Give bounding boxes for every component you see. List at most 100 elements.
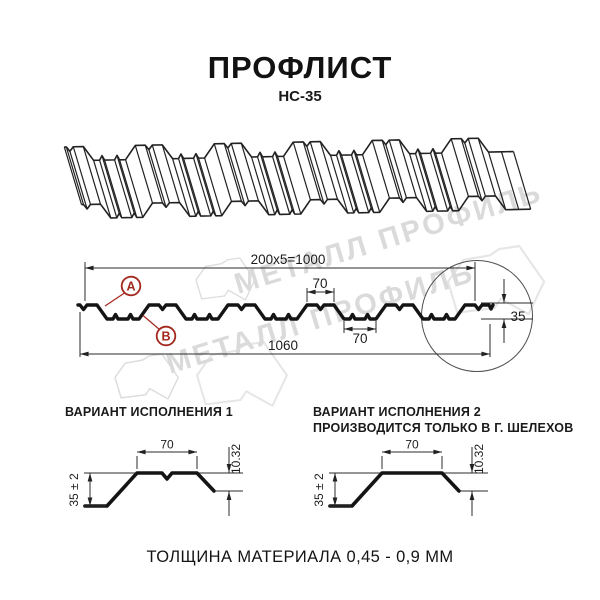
sheet-bend-line (309, 141, 329, 200)
sheet-bend-line (93, 160, 112, 219)
variant-1-heading-line1: ВАРИАНТ ИСПОЛНЕНИЯ 1 (65, 405, 233, 419)
variant-1-drawing: 70 35 ± 2 10.32 (67, 438, 243, 516)
sheet-bend-line (350, 154, 370, 213)
sheet-bend-line (429, 153, 449, 212)
dim-overall: 1060 (79, 312, 491, 357)
variant-2-drawing: 70 35 ± 2 10.32 (312, 438, 488, 516)
sheet-bend-line (371, 140, 391, 199)
sheet-bend-line (256, 156, 276, 215)
material-thickness-note: ТОЛЩИНА МАТЕРИАЛА 0,45 - 0,9 ММ (146, 548, 454, 566)
dim-height-value: 35 (510, 309, 525, 324)
variant-1-dim-height: 35 ± 2 (67, 472, 136, 507)
sheet-bend-line (213, 143, 233, 202)
sheet-bend-line (512, 151, 532, 210)
sheet-bend-line (460, 138, 479, 197)
variant-2-heading: ВАРИАНТ ИСПОЛНЕНИЯ 2 ПРОИЗВОДИТСЯ ТОЛЬКО… (313, 404, 573, 436)
variant-2-heading-line2: ПРОИЗВОДИТСЯ ТОЛЬКО В Г. ШЕЛЕХОВ (313, 421, 574, 435)
brand-logo-watermark (114, 353, 179, 400)
dim-overall-value: 1060 (268, 338, 298, 353)
sheet-bend-line (355, 154, 375, 213)
variant-2-profile (328, 471, 461, 508)
sheet-bend-line (65, 146, 85, 205)
sheet-bend-line (353, 150, 372, 209)
dim-coverage: 200x5=1000 (84, 252, 476, 301)
sheet-bend-line (335, 155, 355, 214)
variant-1-heading: ВАРИАНТ ИСПОЛНЕНИЯ 1 (65, 404, 233, 420)
sheet-bend-line (417, 148, 436, 207)
sheet-bend-line (101, 155, 120, 214)
section-profile (76, 303, 495, 321)
sheet-front-edge (81, 195, 531, 219)
sheet-bend-line (82, 146, 102, 205)
sheet-3d-fill (64, 138, 531, 218)
sheet-bend-line (72, 146, 92, 205)
variant-1-dim-top-value: 70 (160, 438, 174, 452)
sheet-bend-line (230, 143, 250, 202)
sheet-bend-line (282, 156, 302, 215)
cross-section-drawing: 200x5=1000 70 70 1060 (76, 252, 533, 372)
sheet-bend-line (192, 158, 212, 217)
sheet-bend-line (292, 141, 312, 200)
sheet-bend-line (434, 152, 454, 211)
sheet-bend-line (464, 142, 483, 201)
sheet-bend-line (398, 139, 418, 198)
sheet-bend-line (271, 156, 291, 215)
sheet-bend-line (432, 148, 451, 207)
sheet-bend-line (419, 153, 439, 212)
dim-coverage-value: 200x5=1000 (251, 252, 326, 267)
variant-2-dim-lip: 10.32 (444, 444, 488, 516)
dim-rib-bottom-value: 70 (352, 331, 367, 346)
dim-rib-top: 70 (306, 276, 335, 302)
brand-logo-watermark (446, 244, 546, 316)
variant-2-dim-top-value: 70 (405, 438, 419, 452)
sheet-bend-line (203, 157, 223, 216)
callout-a-label: А (126, 280, 135, 294)
sheet-bend-line (119, 159, 138, 218)
sheet-bend-line (329, 155, 349, 214)
sheet-bend-line (361, 154, 381, 213)
profile-code: НС-35 (278, 88, 322, 105)
sheet-bend-line (306, 146, 325, 205)
variant-1-dim-top: 70 (136, 438, 198, 469)
variant-2-dim-height-value: 35 ± 2 (312, 473, 326, 507)
sheet-bend-line (182, 158, 202, 217)
page-title: ПРОФЛИСТ (207, 50, 393, 85)
sheet-bend-line (500, 151, 520, 210)
sheet-bend-line (261, 156, 281, 215)
sheet-bend-line (114, 159, 133, 218)
sheet-bend-line (487, 151, 507, 210)
sheet-bend-line (69, 151, 88, 210)
sheet-bend-line (408, 153, 428, 212)
sheet-bend-line (104, 159, 123, 218)
sheet-bend-line (440, 152, 460, 211)
sheet-bend-line (477, 138, 496, 197)
sheet-bend-line (148, 149, 167, 208)
sheet-bend-line (319, 141, 339, 200)
dim-rib-bottom: 70 (343, 321, 377, 346)
variant-2-heading-line1: ВАРИАНТ ИСПОЛНЕНИЯ 2 (313, 405, 481, 419)
variant-1-dim-lip: 10.32 (199, 444, 243, 516)
sheet-bend-line (338, 150, 357, 209)
sheet-bend-line (197, 157, 217, 216)
sheet-bend-line (467, 138, 486, 197)
sheet-bend-line (302, 141, 322, 200)
sheet-bend-line (388, 139, 408, 198)
sheet-bend-line (134, 145, 154, 204)
sheet-bend-line (227, 147, 246, 206)
sheet-back-edge (64, 137, 514, 162)
sheet-bend-line (381, 140, 401, 199)
sheet-bend-line (161, 144, 181, 203)
sheet-bend-line (274, 151, 293, 210)
sheet-3d-view (63, 137, 532, 219)
variant-1-dim-lip-value: 10.32 (229, 444, 243, 474)
variant-2-dim-height: 35 ± 2 (312, 472, 381, 507)
variant-2-dim-top: 70 (381, 438, 443, 469)
dim-height: 35 (481, 279, 533, 343)
sheet-bend-line (171, 158, 191, 217)
sheet-bend-line (240, 143, 260, 202)
sheet-bend-line (259, 152, 278, 211)
sheet-bend-line (276, 156, 296, 215)
sheet-bend-line (125, 159, 144, 218)
sheet-bend-line (116, 155, 135, 214)
